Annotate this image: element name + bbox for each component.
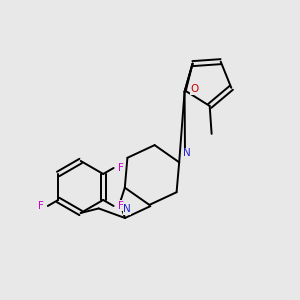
Text: F: F	[118, 201, 124, 211]
Text: N: N	[183, 148, 191, 158]
Text: F: F	[118, 163, 124, 173]
Text: O: O	[191, 84, 199, 94]
Text: N: N	[123, 204, 131, 214]
Text: F: F	[38, 201, 44, 211]
